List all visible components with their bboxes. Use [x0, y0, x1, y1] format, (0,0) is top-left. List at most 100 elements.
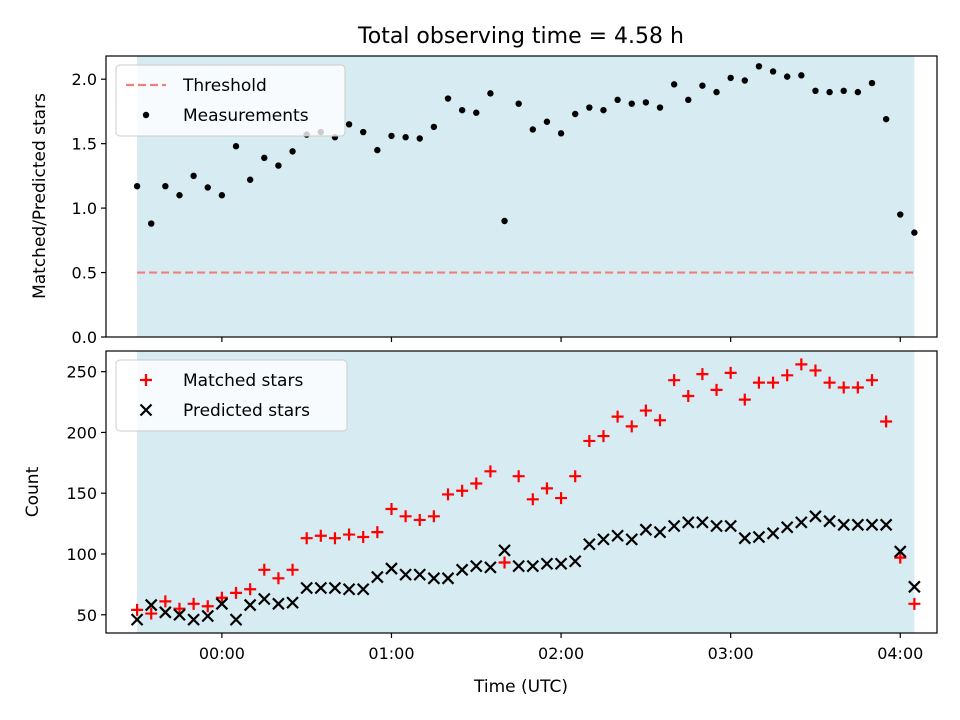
matched-star-point [371, 526, 384, 539]
matched-star-point [314, 529, 327, 542]
measurement-point [628, 100, 635, 107]
x-tick-label: 04:00 [877, 644, 923, 663]
top-y-tick-label: 0.0 [72, 328, 97, 347]
predicted-star-point [879, 518, 893, 532]
matched-star-point [413, 513, 426, 526]
matched-star-point [244, 583, 257, 596]
measurement-point [529, 126, 537, 133]
measurement-point [798, 72, 805, 79]
predicted-star-point [526, 559, 540, 573]
measurement-point [515, 100, 522, 107]
matched-star-point [682, 389, 695, 402]
measurement-point [416, 135, 423, 142]
measurement-point [769, 68, 777, 75]
predicted-star-point [512, 559, 525, 573]
matched-star-point [201, 600, 214, 613]
ratio-panel: 0.0 0.5 1.0 1.5 2.0 Threshold Measurements [72, 55, 938, 347]
predicted-star-point [554, 557, 568, 570]
predicted-star-point [908, 580, 921, 594]
top-axes-frame [105, 55, 938, 338]
bottom-y-tick-label: 100 [66, 545, 97, 564]
predicted-star-point [667, 519, 681, 533]
top-y-tick-label: 1.5 [72, 135, 97, 154]
predicted-star-point [851, 518, 865, 532]
predicted-star-point [399, 568, 412, 581]
predicted-star-point [597, 533, 610, 546]
predicted-star-point [413, 568, 427, 581]
measurement-point [840, 87, 847, 95]
measurement-point [586, 104, 593, 111]
predicted-star-point [795, 516, 808, 529]
predicted-star-point [286, 596, 299, 609]
measurement-point [755, 63, 763, 70]
measurement-point [868, 79, 876, 87]
legend-predicted-swatch [139, 403, 153, 417]
matched-star-point [908, 597, 921, 610]
measurement-point [882, 115, 890, 123]
predicted-star-point [823, 514, 836, 528]
measurement-point [232, 143, 240, 150]
predicted-star-point [229, 613, 243, 626]
measurement-point [572, 110, 579, 118]
bottom-y-tick-label: 150 [66, 484, 97, 503]
matched-star-point [894, 551, 907, 564]
measurement-point [642, 99, 650, 106]
matched-star-point [526, 493, 539, 506]
matched-star-point [795, 358, 808, 371]
predicted-star-point [568, 555, 582, 568]
measurement-point [600, 106, 607, 114]
matched-star-point [569, 470, 582, 483]
top-y-tick-label: 0.5 [72, 264, 97, 283]
matched-star-point [470, 477, 483, 490]
measurement-point [261, 154, 268, 162]
matched-star-point [654, 414, 666, 427]
measurement-point [670, 81, 678, 88]
predicted-star-point [738, 531, 752, 545]
matched-star-point [767, 376, 780, 389]
measurement-point [374, 146, 381, 154]
matched-star-point [611, 410, 624, 423]
predicted-star-point [356, 582, 370, 596]
measurement-point [911, 229, 918, 236]
bottom-y-tick-label: 200 [66, 423, 97, 442]
predicted-star-point [484, 561, 497, 574]
matched-star-point [484, 465, 497, 478]
measurement-point [854, 88, 862, 96]
matched-star-point [752, 376, 765, 389]
predicted-star-point [809, 510, 822, 523]
measurement-point [430, 123, 438, 131]
matched-star-point [399, 510, 412, 523]
predicted-star-point [611, 529, 624, 543]
predicted-star-point [427, 572, 441, 585]
legend-matched-swatch [140, 374, 152, 386]
measurement-point [162, 182, 169, 190]
measurement-point [148, 220, 155, 227]
predicted-star-point [625, 533, 639, 546]
predicted-star-point [342, 582, 356, 596]
measurement-point [656, 104, 664, 111]
matched-star-point [696, 368, 709, 381]
predicted-star-point [653, 525, 667, 539]
matched-star-point [258, 563, 271, 576]
predicted-star-point [639, 523, 653, 536]
matched-star-point [498, 556, 511, 569]
predicted-star-point [201, 609, 215, 623]
measurement-point [275, 162, 282, 169]
matched-star-point [625, 420, 638, 433]
matched-star-point [781, 369, 794, 382]
measurement-point [741, 77, 748, 84]
measurement-point [783, 73, 791, 80]
bottom-legend [115, 359, 348, 432]
measurement-point [685, 96, 692, 104]
bottom-y-tick-label: 250 [66, 363, 97, 382]
matched-star-point [286, 563, 299, 576]
predicted-star-point [455, 563, 469, 577]
bottom-y-axis-label: Count [23, 466, 43, 517]
measurement-point [501, 217, 508, 225]
measurement-point [218, 192, 226, 199]
matched-star-point [724, 366, 737, 379]
predicted-star-point [583, 537, 596, 551]
measurement-point [897, 211, 904, 218]
matched-star-point [427, 510, 440, 523]
